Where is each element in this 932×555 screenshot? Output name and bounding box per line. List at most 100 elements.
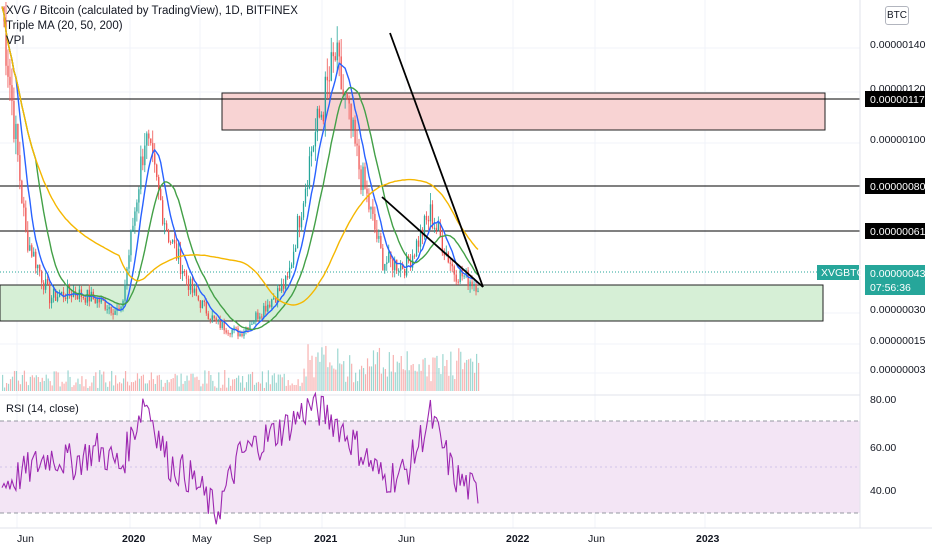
- candle-body: [310, 151, 313, 157]
- candle-body: [255, 312, 257, 321]
- rsi-indicator-label[interactable]: RSI (14, close): [6, 403, 79, 415]
- volume-bar: [158, 374, 160, 391]
- candle-body: [415, 240, 418, 257]
- volume-bar: [61, 381, 63, 391]
- candle-body: [114, 310, 116, 315]
- candle-body: [346, 94, 348, 100]
- candle-body: [461, 269, 463, 277]
- volume-bar: [404, 370, 406, 391]
- candle-body: [62, 291, 65, 298]
- candle-body: [402, 264, 404, 270]
- volume-bar: [27, 385, 29, 391]
- candle-body: [136, 202, 138, 212]
- volume-bar: [347, 376, 349, 391]
- volume-bar: [293, 385, 295, 391]
- candle-body: [398, 270, 400, 272]
- volume-bar: [277, 374, 279, 391]
- candle-body: [447, 252, 449, 263]
- volume-bar: [464, 362, 466, 391]
- volume-bar: [412, 363, 414, 391]
- volume-bar: [327, 367, 329, 391]
- candle-body: [122, 300, 124, 307]
- candle-body: [320, 114, 323, 118]
- volume-bar: [261, 371, 264, 391]
- volume-bar: [176, 375, 178, 391]
- candle-body: [132, 225, 134, 231]
- volume-bar: [49, 381, 51, 391]
- candle-body: [306, 188, 309, 190]
- volume-bar: [376, 352, 379, 391]
- candle-body: [243, 331, 245, 337]
- volume-bar: [214, 386, 216, 391]
- candle-body: [146, 133, 148, 146]
- candle-body: [344, 94, 346, 96]
- candle-body: [66, 285, 69, 300]
- volume-bar: [458, 348, 460, 391]
- candle-body: [253, 320, 255, 324]
- candle-body: [330, 52, 332, 81]
- volume-bar: [345, 381, 347, 391]
- candle-body: [475, 284, 477, 292]
- candle-body: [112, 313, 114, 315]
- candle-body: [60, 291, 63, 295]
- indicator-vpi[interactable]: VPI: [6, 35, 25, 47]
- candle-body: [108, 307, 110, 310]
- price-tick-label: 0.00000030: [870, 304, 926, 316]
- volume-bars: [2, 344, 480, 391]
- candle-body: [205, 301, 207, 314]
- volume-bar: [394, 372, 396, 391]
- volume-bar: [69, 376, 71, 391]
- volume-bar: [83, 386, 85, 391]
- candle-body: [211, 315, 213, 320]
- candle-body: [267, 304, 269, 312]
- volume-bar: [414, 370, 416, 391]
- volume-bar: [2, 374, 4, 391]
- volume-bar: [257, 381, 260, 391]
- rsi-tick-label: 80.00: [870, 394, 896, 406]
- candle-body: [110, 307, 112, 314]
- candle-body: [225, 330, 227, 333]
- volume-bar: [301, 382, 303, 391]
- chart-title[interactable]: XVG / Bitcoin (calculated by TradingView…: [6, 5, 298, 17]
- volume-bar: [172, 378, 174, 391]
- volume-bar: [408, 370, 410, 391]
- candle-body: [469, 281, 471, 287]
- ma20-line: [1, 6, 479, 334]
- candle-body: [144, 145, 146, 166]
- currency-button[interactable]: BTC: [885, 6, 909, 25]
- volume-bar: [73, 385, 75, 391]
- candle-body: [334, 56, 336, 61]
- candle-body: [25, 207, 27, 231]
- volume-bar: [428, 364, 430, 391]
- time-tick-label: May: [192, 533, 213, 545]
- candle-body: [338, 42, 340, 57]
- volume-bar: [341, 364, 343, 391]
- candle-body: [459, 269, 461, 282]
- candle-body: [368, 193, 370, 210]
- time-tick-label: 2022: [506, 533, 530, 545]
- candle-body: [245, 327, 247, 332]
- candle-body: [457, 281, 459, 283]
- indicator-triple-ma[interactable]: Triple MA (20, 50, 200): [6, 20, 123, 32]
- candle-body: [154, 153, 156, 165]
- rsi-tick-label: 40.00: [870, 485, 896, 497]
- time-tick-label: 2020: [122, 533, 146, 545]
- candle-body: [312, 146, 315, 152]
- volume-bar: [101, 374, 103, 391]
- volume-bar: [355, 372, 357, 391]
- candle-body: [350, 103, 352, 129]
- volume-bar: [198, 379, 200, 391]
- volume-bar: [253, 384, 256, 391]
- volume-bar: [474, 372, 476, 391]
- volume-bar: [164, 382, 166, 391]
- volume-bar: [234, 379, 236, 391]
- volume-bar: [178, 386, 180, 391]
- volume-bar: [95, 372, 97, 391]
- volume-bar: [323, 354, 325, 391]
- candle-body: [413, 255, 416, 257]
- candle-body: [21, 180, 23, 204]
- volume-bar: [53, 371, 55, 391]
- volume-bar: [87, 387, 89, 391]
- candle-body: [9, 76, 11, 86]
